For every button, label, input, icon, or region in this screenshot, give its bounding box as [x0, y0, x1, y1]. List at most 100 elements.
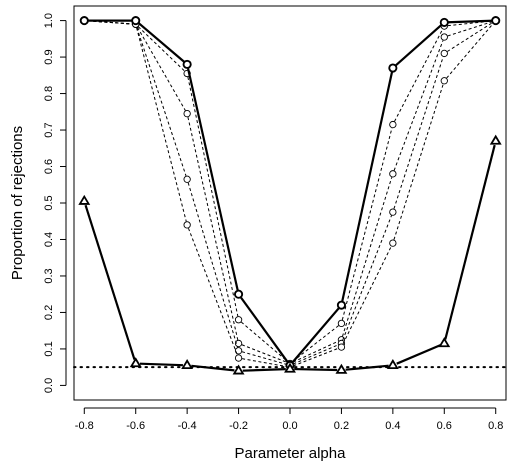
- y-tick-label: 0.0: [43, 378, 55, 393]
- series-1: [78, 134, 502, 375]
- series-4-point: [389, 208, 397, 216]
- series-1-point: [129, 357, 142, 368]
- series-1-point: [489, 134, 502, 145]
- series-1-segment: [242, 368, 286, 372]
- series-1-point: [335, 363, 348, 374]
- series-0-segment: [138, 22, 185, 63]
- series-3-point: [234, 339, 243, 348]
- series-4-segment: [187, 182, 239, 348]
- x-tick-label: -0.8: [75, 420, 94, 432]
- series-4-segment: [293, 344, 339, 365]
- series-1-segment: [294, 367, 338, 372]
- series-5-point: [440, 77, 448, 85]
- series-5-point: [183, 221, 191, 229]
- series-2-point: [234, 316, 243, 324]
- series-0-point: [336, 300, 346, 310]
- y-tick-label: 0.6: [43, 159, 55, 174]
- y-tick-label: 0.4: [43, 232, 55, 247]
- series-0-point: [439, 17, 449, 27]
- series-3: [80, 16, 500, 368]
- series-5-segment: [187, 228, 238, 355]
- series-2: [80, 16, 500, 368]
- series-0-point: [234, 289, 244, 299]
- series-3-segment: [241, 344, 287, 363]
- series-0-segment: [341, 71, 394, 302]
- series-3-segment: [137, 27, 186, 111]
- series-0-segment: [186, 68, 239, 291]
- series-5-segment: [446, 23, 494, 79]
- series-0-point: [131, 16, 141, 26]
- y-axis-title: Proportion of rejections: [9, 126, 26, 280]
- series-2-segment: [240, 321, 288, 362]
- y-tick-label: 0.5: [43, 195, 55, 210]
- series-3-point: [183, 109, 191, 118]
- series-0-segment: [448, 19, 492, 24]
- series-2-point: [389, 120, 397, 129]
- series-1-point: [284, 362, 296, 373]
- series-0-segment: [240, 296, 289, 363]
- series-4: [80, 16, 500, 369]
- series-0-point: [182, 59, 192, 69]
- x-tick-label: 0.2: [334, 420, 349, 432]
- x-tick-label: 0.8: [488, 420, 503, 432]
- series-5-segment: [393, 84, 444, 240]
- series-3-segment: [393, 40, 444, 171]
- series-1-segment: [396, 344, 441, 365]
- series-5-point: [234, 354, 243, 362]
- y-tick-label: 0.1: [43, 341, 55, 356]
- plot-border: [73, 5, 507, 401]
- series-5-segment: [293, 347, 339, 367]
- series-3-point: [389, 170, 397, 178]
- series-3-segment: [447, 21, 493, 37]
- series-2-segment: [341, 127, 393, 321]
- x-tick-label: 0.0: [282, 420, 297, 432]
- plot-area: [73, 5, 507, 401]
- series-5-point: [389, 239, 397, 247]
- x-tick-label: 0.6: [437, 420, 452, 432]
- series-0-point: [491, 16, 501, 26]
- series-2-segment: [187, 76, 239, 317]
- x-axis-title: Parameter alpha: [235, 445, 347, 462]
- series-0: [79, 16, 501, 370]
- series-5-segment: [136, 27, 187, 222]
- series-3-point: [440, 33, 448, 41]
- series-1-segment: [345, 364, 389, 371]
- series-2-segment: [137, 26, 185, 72]
- series-layer: [78, 16, 502, 375]
- series-4-segment: [136, 27, 187, 177]
- series-4-segment: [241, 351, 287, 365]
- series-5-point: [337, 343, 346, 351]
- y-tick-label: 0.2: [43, 305, 55, 320]
- series-4-point: [440, 49, 448, 58]
- series-5-segment: [242, 358, 287, 368]
- series-0-point: [388, 63, 398, 73]
- series-1-segment: [139, 362, 183, 367]
- series-1-segment: [84, 204, 136, 360]
- series-4-segment: [342, 215, 393, 341]
- series-2-point: [337, 319, 346, 328]
- y-tick-label: 1.0: [43, 13, 55, 28]
- series-1-point: [386, 358, 399, 370]
- y-tick-label: 0.3: [43, 268, 55, 283]
- series-4-point: [183, 175, 191, 183]
- series-1-segment: [191, 364, 235, 372]
- series-3-segment: [187, 117, 239, 341]
- y-tick-label: 0.7: [43, 122, 55, 137]
- x-tick-label: -0.6: [126, 420, 145, 432]
- x-tick-label: -0.2: [229, 420, 248, 432]
- series-1-point: [232, 364, 245, 375]
- y-tick-label: 0.8: [43, 86, 55, 101]
- series-0-segment: [291, 307, 340, 363]
- series-1-point: [438, 337, 451, 348]
- x-tick-label: -0.4: [178, 420, 197, 432]
- x-tick-label: 0.4: [385, 420, 400, 432]
- series-0-point: [79, 16, 89, 26]
- series-1-segment: [444, 144, 496, 340]
- series-4-segment: [447, 22, 493, 52]
- series-1-point: [181, 358, 194, 370]
- series-2-segment: [292, 325, 339, 362]
- series-0-segment: [395, 24, 442, 67]
- series-4-segment: [393, 56, 444, 209]
- series-2-segment: [447, 20, 493, 27]
